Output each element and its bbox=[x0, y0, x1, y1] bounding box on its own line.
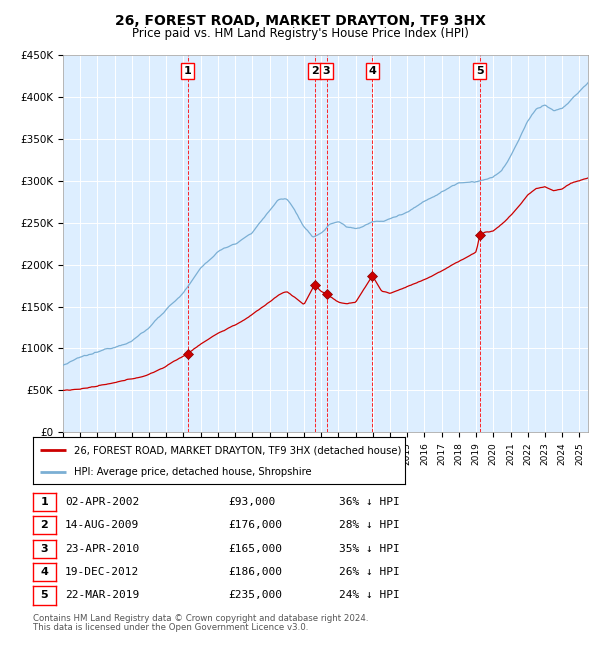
Text: 28% ↓ HPI: 28% ↓ HPI bbox=[339, 520, 400, 530]
Text: 22-MAR-2019: 22-MAR-2019 bbox=[65, 590, 139, 601]
Text: 4: 4 bbox=[368, 66, 376, 76]
Text: Price paid vs. HM Land Registry's House Price Index (HPI): Price paid vs. HM Land Registry's House … bbox=[131, 27, 469, 40]
Text: HPI: Average price, detached house, Shropshire: HPI: Average price, detached house, Shro… bbox=[74, 467, 311, 476]
Text: 26, FOREST ROAD, MARKET DRAYTON, TF9 3HX (detached house): 26, FOREST ROAD, MARKET DRAYTON, TF9 3HX… bbox=[74, 445, 401, 455]
Text: 2: 2 bbox=[311, 66, 319, 76]
Text: 2: 2 bbox=[41, 520, 48, 530]
Text: £176,000: £176,000 bbox=[228, 520, 282, 530]
Text: 5: 5 bbox=[476, 66, 484, 76]
Text: This data is licensed under the Open Government Licence v3.0.: This data is licensed under the Open Gov… bbox=[33, 623, 308, 632]
Text: 3: 3 bbox=[323, 66, 331, 76]
Text: 26, FOREST ROAD, MARKET DRAYTON, TF9 3HX: 26, FOREST ROAD, MARKET DRAYTON, TF9 3HX bbox=[115, 14, 485, 29]
Text: 23-APR-2010: 23-APR-2010 bbox=[65, 543, 139, 554]
Text: 36% ↓ HPI: 36% ↓ HPI bbox=[339, 497, 400, 507]
Text: £93,000: £93,000 bbox=[228, 497, 275, 507]
Text: 1: 1 bbox=[184, 66, 191, 76]
Text: 24% ↓ HPI: 24% ↓ HPI bbox=[339, 590, 400, 601]
Text: 26% ↓ HPI: 26% ↓ HPI bbox=[339, 567, 400, 577]
Text: £235,000: £235,000 bbox=[228, 590, 282, 601]
Text: Contains HM Land Registry data © Crown copyright and database right 2024.: Contains HM Land Registry data © Crown c… bbox=[33, 614, 368, 623]
Text: 35% ↓ HPI: 35% ↓ HPI bbox=[339, 543, 400, 554]
Text: 19-DEC-2012: 19-DEC-2012 bbox=[65, 567, 139, 577]
Text: £165,000: £165,000 bbox=[228, 543, 282, 554]
Text: £186,000: £186,000 bbox=[228, 567, 282, 577]
Text: 14-AUG-2009: 14-AUG-2009 bbox=[65, 520, 139, 530]
Text: 4: 4 bbox=[40, 567, 49, 577]
Text: 5: 5 bbox=[41, 590, 48, 601]
Text: 3: 3 bbox=[41, 543, 48, 554]
Text: 02-APR-2002: 02-APR-2002 bbox=[65, 497, 139, 507]
Text: 1: 1 bbox=[41, 497, 48, 507]
